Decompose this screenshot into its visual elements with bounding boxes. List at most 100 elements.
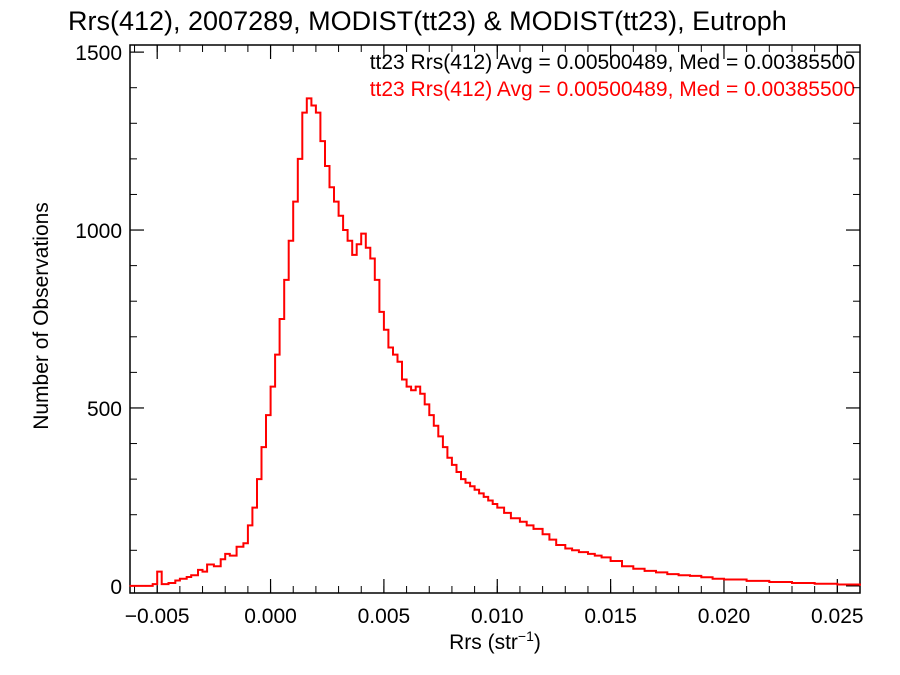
- y-tick-label: 1000: [75, 220, 122, 243]
- data-point: [510, 517, 512, 520]
- data-point: [405, 385, 408, 388]
- data-point: [387, 346, 390, 349]
- x-axis-label-main: Rrs (str: [449, 631, 518, 654]
- data-point: [333, 200, 335, 203]
- data-point: [224, 553, 227, 555]
- data-point: [167, 582, 170, 584]
- data-point: [414, 385, 417, 388]
- data-point: [151, 583, 154, 585]
- data-point: [491, 503, 494, 505]
- x-axis-label-close: ): [534, 631, 541, 654]
- x-tick-label: 0.005: [358, 605, 411, 628]
- data-point: [548, 538, 551, 541]
- data-point: [374, 279, 376, 281]
- data-point: [228, 554, 231, 557]
- data-point: [791, 582, 793, 584]
- data-point: [473, 489, 476, 491]
- data-point: [401, 378, 403, 381]
- x-tick-label: 0.000: [244, 605, 297, 628]
- data-point: [813, 582, 816, 585]
- data-point: [593, 554, 596, 557]
- data-point: [287, 239, 290, 242]
- data-point: [700, 576, 703, 579]
- data-point: [677, 574, 680, 577]
- data-point: [587, 553, 589, 555]
- data-point: [179, 577, 181, 580]
- data-point: [247, 524, 249, 527]
- data-point: [428, 414, 431, 416]
- data-point: [378, 311, 381, 313]
- y-axis-label: Number of Observations: [30, 202, 53, 430]
- data-point: [274, 353, 276, 356]
- data-point: [174, 579, 177, 582]
- data-point: [342, 229, 344, 231]
- y-axis: 0 500 1000 1500: [75, 42, 860, 599]
- data-point: [469, 485, 471, 488]
- x-tick-label: 0.020: [698, 605, 751, 628]
- data-point: [578, 551, 580, 553]
- data-point: [600, 556, 603, 559]
- data-point: [324, 165, 326, 167]
- data-point: [351, 254, 353, 256]
- data-point: [319, 140, 322, 142]
- data-point: [745, 580, 748, 582]
- data-point: [392, 353, 394, 356]
- data-point: [278, 318, 281, 320]
- data-point: [306, 97, 308, 100]
- data-point: [301, 111, 304, 114]
- data-point: [206, 563, 208, 566]
- data-point: [369, 257, 372, 260]
- y-tick-label: 1500: [75, 42, 122, 65]
- data-point: [464, 481, 467, 484]
- data-point: [383, 328, 385, 331]
- data-point: [160, 583, 163, 585]
- data-point: [519, 521, 521, 523]
- data-point: [328, 186, 331, 189]
- data-point: [478, 492, 480, 495]
- data-point: [419, 392, 421, 395]
- data-point: [432, 424, 435, 427]
- data-point: [503, 512, 505, 514]
- data-point: [460, 478, 462, 480]
- data-point: [455, 471, 458, 473]
- data-point: [410, 389, 412, 391]
- data-point: [632, 568, 635, 570]
- x-tick-label: −0.005: [125, 605, 190, 628]
- data-point: [145, 585, 147, 587]
- data-point: [251, 506, 254, 509]
- data-point: [355, 243, 358, 246]
- data-point: [235, 545, 238, 548]
- data-point: [315, 111, 317, 114]
- data-point: [364, 247, 367, 249]
- x-tick-label: 0.025: [811, 605, 864, 628]
- data-point: [446, 456, 449, 459]
- data-point: [265, 414, 267, 416]
- data-point: [555, 544, 558, 546]
- series-layer: [129, 97, 861, 587]
- data-point: [283, 279, 285, 281]
- data-point: [337, 215, 340, 217]
- x-axis-label: Rrs (str−1): [449, 628, 541, 654]
- data-point: [711, 577, 714, 580]
- data-point: [437, 435, 440, 438]
- data-point: [655, 571, 657, 574]
- data-point: [269, 385, 272, 388]
- data-point: [129, 585, 131, 587]
- x-axis: −0.005 0.000 0.005 0.010 0.015 0.020 0.025: [125, 45, 864, 628]
- data-point: [609, 560, 612, 562]
- data-point: [482, 496, 485, 498]
- y-tick-label: 0: [110, 576, 122, 599]
- data-point: [190, 574, 193, 577]
- data-point: [564, 547, 567, 550]
- data-point: [201, 570, 204, 573]
- data-point: [256, 478, 258, 480]
- data-point: [219, 558, 222, 560]
- data-point: [423, 403, 426, 406]
- data-point: [292, 200, 295, 203]
- data-point: [541, 533, 544, 536]
- data-point: [621, 565, 623, 568]
- x-tick-label: 0.010: [471, 605, 524, 628]
- data-point: [571, 549, 573, 552]
- data-point: [689, 575, 691, 577]
- data-point: [442, 446, 444, 448]
